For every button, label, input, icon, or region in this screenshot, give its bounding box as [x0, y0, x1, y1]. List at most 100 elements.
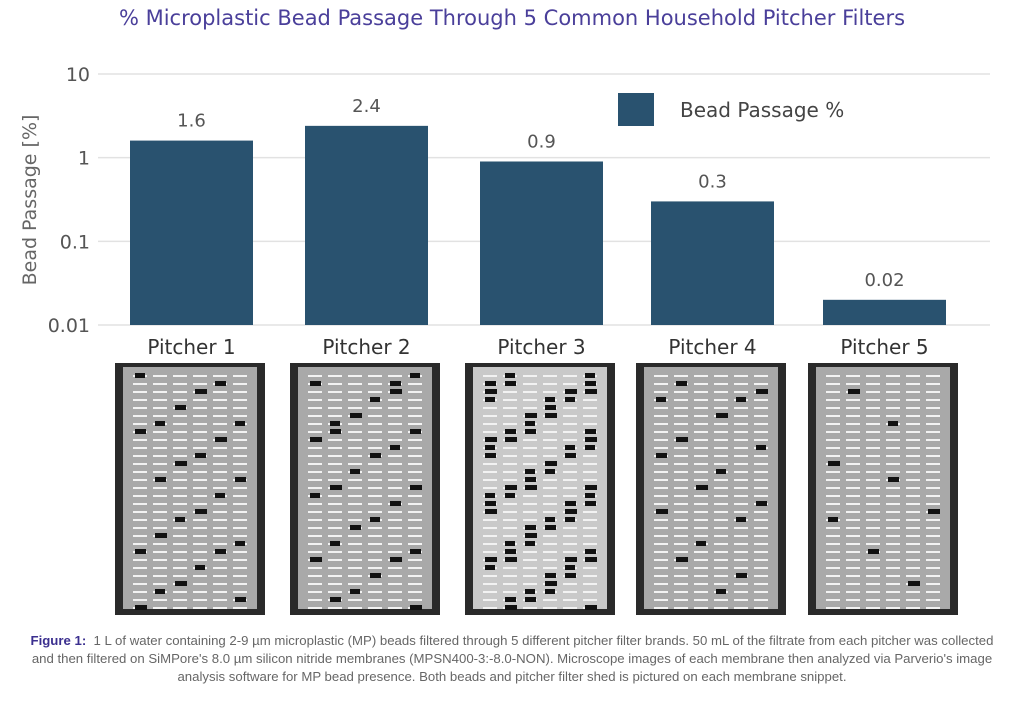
membrane-pore-row	[408, 519, 422, 521]
membrane-pore-row	[328, 447, 342, 449]
membrane-pore-row	[348, 447, 362, 449]
bead-cluster	[525, 477, 536, 482]
membrane-pore-row	[233, 399, 247, 401]
membrane-pore-row	[734, 431, 748, 433]
y-tick-label: 1	[78, 148, 90, 170]
membrane-pore-row	[563, 591, 577, 593]
membrane-pore-row	[173, 567, 187, 569]
bead-cluster	[485, 437, 497, 442]
bead-cluster	[545, 413, 557, 418]
bead-cluster	[410, 485, 422, 490]
membrane-pore-row	[193, 431, 207, 433]
bead-cluster	[410, 373, 420, 378]
membrane-pore-row	[926, 551, 940, 553]
membrane-pore-row	[906, 551, 920, 553]
membrane-pore-row	[153, 599, 167, 601]
membrane-pore-row	[926, 423, 940, 425]
bead-cluster	[135, 373, 145, 378]
membrane-pore-row	[348, 399, 362, 401]
membrane-pore-row	[483, 487, 497, 489]
membrane-pore-row	[866, 399, 880, 401]
membrane-pore-row	[503, 415, 517, 417]
membrane-pore-row	[348, 431, 362, 433]
membrane-pore-row	[388, 591, 402, 593]
membrane-pore-row	[408, 495, 422, 497]
bar-chart: 10 1 0.1 0.01 Bead Passage [%] 1.6 Pitcher 1 2.…	[19, 64, 990, 615]
membrane-pore-row	[886, 399, 900, 401]
bead-cluster	[585, 373, 595, 378]
membrane-pore-row	[694, 559, 708, 561]
bead-cluster	[585, 429, 596, 434]
membrane-pore-row	[694, 423, 708, 425]
membrane-pore-row	[328, 439, 342, 441]
membrane-pore-row	[926, 479, 940, 481]
bead-cluster	[505, 541, 515, 546]
membrane-pore-row	[714, 431, 728, 433]
membrane-pore-row	[193, 407, 207, 409]
membrane-pore-row	[674, 415, 688, 417]
bead-cluster	[195, 565, 205, 570]
membrane-pore-row	[173, 575, 187, 577]
membrane-pore-row	[906, 487, 920, 489]
bead-cluster	[736, 573, 747, 578]
membrane-pore-row	[674, 455, 688, 457]
membrane-pore-row	[308, 487, 322, 489]
membrane-pore-row	[583, 407, 597, 409]
membrane-pore-row	[213, 391, 227, 393]
membrane-pore-row	[173, 447, 187, 449]
membrane-pore-row	[654, 503, 668, 505]
membrane-pore-row	[368, 583, 382, 585]
membrane-pore-row	[754, 535, 768, 537]
membrane-pore-row	[408, 503, 422, 505]
membrane-pore-row	[503, 455, 517, 457]
data-label: 2.4	[352, 96, 381, 117]
membrane-pore-row	[826, 511, 840, 513]
membrane-pore-row	[328, 399, 342, 401]
membrane-pore-row	[523, 495, 537, 497]
membrane-pore-row	[153, 447, 167, 449]
membrane-pore-row	[308, 415, 322, 417]
membrane-pore-row	[308, 607, 322, 609]
figure-caption: Figure 1: 1 L of water containing 2-9 µm…	[30, 632, 994, 686]
bead-cluster	[585, 485, 597, 490]
membrane-pore-row	[388, 407, 402, 409]
membrane-pore-row	[583, 479, 597, 481]
membrane-pore-row	[133, 439, 147, 441]
membrane-pore-row	[408, 535, 422, 537]
membrane-pore-row	[408, 599, 422, 601]
membrane-pore-row	[133, 447, 147, 449]
membrane-pore-row	[734, 607, 748, 609]
membrane-pore-row	[503, 423, 517, 425]
membrane-pore-row	[308, 391, 322, 393]
bead-cluster	[215, 493, 225, 498]
membrane-pore-row	[866, 503, 880, 505]
membrane-pore-row	[153, 519, 167, 521]
membrane-pore-row	[846, 495, 860, 497]
membrane-pore-row	[734, 471, 748, 473]
bead-cluster	[350, 589, 360, 594]
membrane-pore-row	[213, 535, 227, 537]
membrane-pore-row	[694, 599, 708, 601]
membrane-pore-row	[734, 487, 748, 489]
membrane-pore-row	[866, 463, 880, 465]
membrane-pore-row	[213, 471, 227, 473]
membrane-pore-row	[906, 519, 920, 521]
membrane-pore-row	[133, 583, 147, 585]
membrane-pore-row	[543, 503, 557, 505]
membrane-pore-row	[153, 375, 167, 377]
bead-cluster	[310, 557, 322, 562]
bead-cluster	[330, 421, 340, 426]
bead-cluster	[350, 469, 360, 474]
membrane-pore-row	[308, 503, 322, 505]
membrane-pore-row	[734, 583, 748, 585]
membrane-pore-row	[754, 543, 768, 545]
membrane-pore-row	[583, 575, 597, 577]
bead-cluster	[505, 605, 517, 610]
membrane-pore-row	[694, 479, 708, 481]
membrane-pore-row	[674, 375, 688, 377]
membrane-pore-row	[654, 463, 668, 465]
bead-cluster	[370, 453, 381, 458]
membrane-pore-row	[523, 383, 537, 385]
membrane-pore-row	[388, 551, 402, 553]
membrane-pore-row	[328, 383, 342, 385]
